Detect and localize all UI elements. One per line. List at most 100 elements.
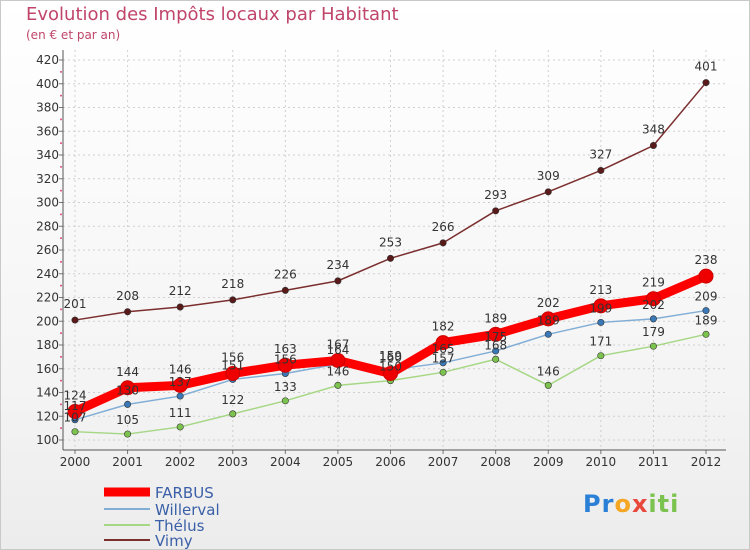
data-label: 199: [589, 301, 612, 315]
data-point: [124, 430, 132, 438]
data-label: 218: [221, 277, 244, 291]
data-point: [386, 254, 394, 262]
data-point: [492, 207, 500, 215]
data-label: 179: [642, 325, 665, 339]
data-point: [492, 347, 500, 355]
data-point: [649, 142, 657, 150]
data-label: 165: [432, 342, 455, 356]
x-tick-label: 2005: [323, 455, 354, 469]
data-point: [488, 326, 504, 342]
y-minor-tick: [60, 70, 62, 73]
data-point: [439, 239, 447, 247]
data-point: [330, 352, 346, 368]
y-tick-label: 360: [36, 124, 59, 138]
x-tick-label: 2011: [638, 455, 669, 469]
data-point: [439, 359, 447, 367]
y-minor-tick: [60, 403, 62, 406]
y-minor-tick: [60, 355, 62, 358]
data-label: 124: [64, 389, 87, 403]
chart-title: Evolution des Impôts locaux par Habitant: [26, 4, 399, 25]
data-label: 348: [642, 123, 665, 137]
data-point: [698, 268, 714, 284]
legend-label-farbus: FARBUS: [155, 484, 214, 502]
data-label: 213: [589, 283, 612, 297]
y-tick-label: 160: [36, 362, 59, 376]
y-minor-tick: [60, 237, 62, 240]
logo-letter: x: [631, 490, 649, 518]
logo-letter: o: [614, 490, 632, 518]
y-minor-tick: [60, 165, 62, 168]
data-label: 160: [379, 351, 402, 365]
y-minor-tick: [60, 379, 62, 382]
data-point: [540, 311, 556, 327]
data-label: 105: [116, 413, 139, 427]
logo-letter: i: [670, 490, 680, 518]
data-point: [544, 381, 552, 389]
data-label: 266: [432, 220, 455, 234]
data-point: [124, 308, 132, 316]
data-label: 171: [589, 335, 612, 349]
data-point: [71, 316, 79, 324]
y-tick-label: 340: [36, 148, 59, 162]
data-label: 208: [116, 289, 139, 303]
data-point: [334, 381, 342, 389]
data-label: 226: [274, 267, 297, 281]
x-tick-label: 2001: [112, 455, 143, 469]
data-point: [597, 166, 605, 174]
data-point: [176, 423, 184, 431]
x-tick-label: 2002: [165, 455, 196, 469]
data-label: 156: [221, 351, 244, 365]
x-tick-label: 2009: [533, 455, 564, 469]
data-point: [597, 318, 605, 326]
legend-label-thélus: Thélus: [154, 517, 205, 535]
y-minor-tick: [60, 284, 62, 287]
data-label: 137: [169, 375, 192, 389]
data-label: 253: [379, 235, 402, 249]
data-point: [435, 335, 451, 351]
data-label: 146: [537, 364, 560, 378]
data-label: 164: [326, 343, 349, 357]
y-tick-label: 120: [36, 409, 59, 423]
x-tick-label: 2003: [217, 455, 248, 469]
x-tick-label: 2000: [60, 455, 91, 469]
y-minor-tick: [60, 213, 62, 216]
data-label: 189: [484, 311, 507, 325]
y-tick-label: 180: [36, 338, 59, 352]
data-point: [383, 366, 398, 381]
data-point: [334, 277, 342, 285]
x-tick-label: 2004: [270, 455, 301, 469]
y-tick-label: 320: [36, 172, 59, 186]
data-label: 151: [221, 358, 244, 372]
chart-subtitle: (en € et par an): [26, 28, 121, 42]
data-label: 202: [537, 296, 560, 310]
data-point: [172, 377, 188, 393]
y-tick-label: 220: [36, 291, 59, 305]
y-tick-label: 280: [36, 219, 59, 233]
data-label: 327: [589, 147, 612, 161]
data-point: [281, 397, 289, 405]
data-point: [124, 400, 132, 408]
data-point: [439, 368, 447, 376]
logo-letter: P: [583, 490, 602, 518]
data-label: 238: [695, 253, 718, 267]
data-label: 156: [274, 353, 297, 367]
data-point: [225, 366, 241, 381]
x-tick-label: 2007: [428, 455, 459, 469]
data-label: 157: [432, 351, 455, 365]
data-label: 117: [64, 399, 87, 413]
data-label: 309: [537, 169, 560, 183]
legend-label-willerval: Willerval: [155, 501, 220, 519]
data-point: [702, 330, 710, 338]
logo-letter: i: [648, 490, 658, 518]
data-label: 130: [116, 383, 139, 397]
data-point: [71, 428, 79, 436]
data-label: 234: [326, 258, 349, 272]
data-point: [176, 303, 184, 311]
data-label: 150: [379, 360, 402, 374]
y-minor-tick: [60, 332, 62, 335]
data-label: 133: [274, 380, 297, 394]
data-label: 167: [326, 337, 349, 351]
data-label: 144: [116, 365, 139, 379]
x-tick-label: 2012: [691, 455, 722, 469]
